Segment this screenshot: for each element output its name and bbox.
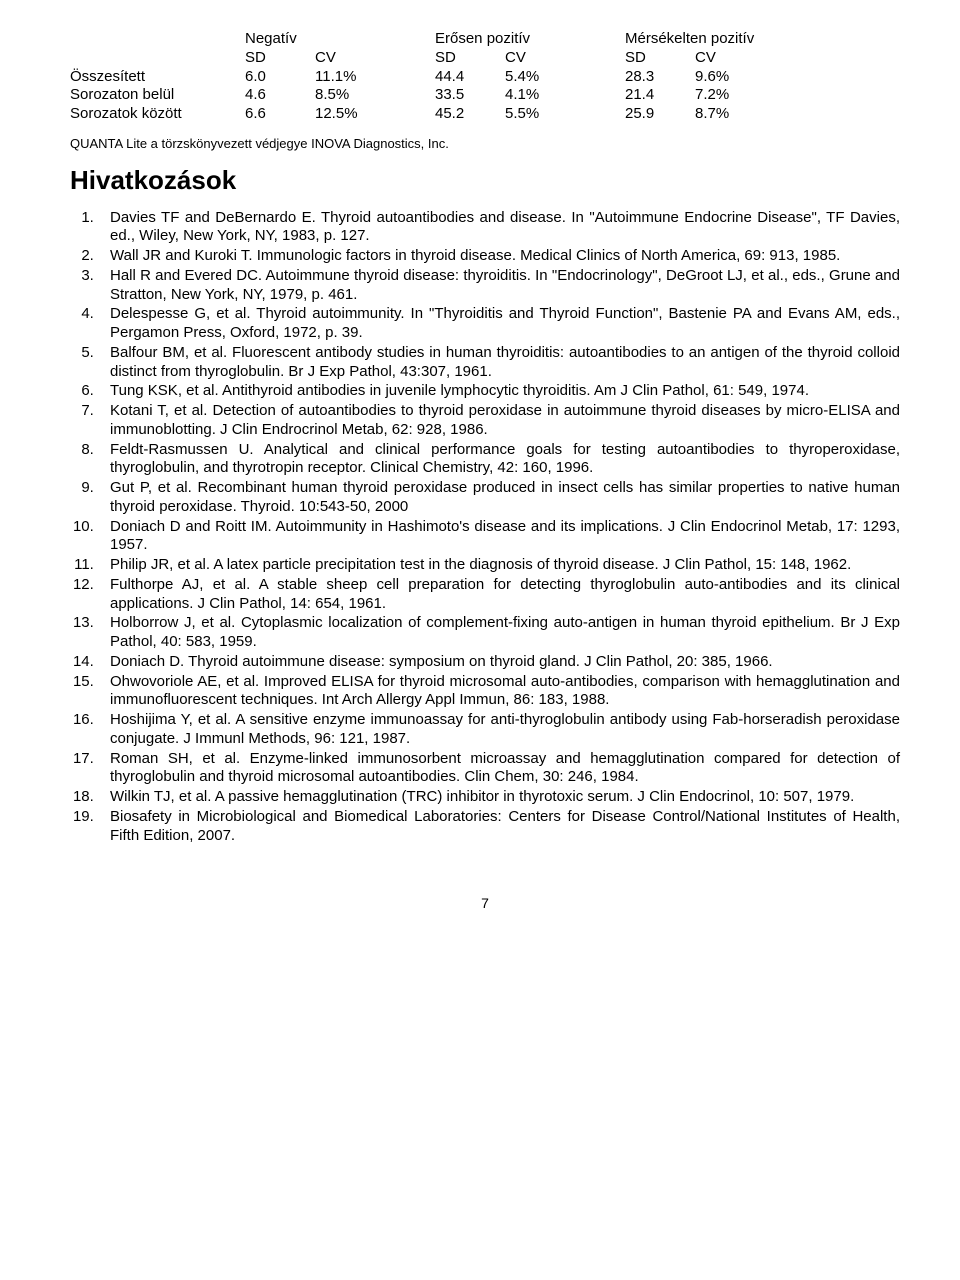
cell-cv: 8.7% <box>695 105 785 124</box>
cell-sd: 33.5 <box>435 86 505 105</box>
cell-sd: 28.3 <box>625 68 695 87</box>
reference-item: Doniach D. Thyroid autoimmune disease: s… <box>98 653 900 672</box>
reference-item: Wall JR and Kuroki T. Immunologic factor… <box>98 247 900 266</box>
reference-item: Roman SH, et al. Enzyme-linked immunosor… <box>98 750 900 788</box>
reference-item: Delespesse G, et al. Thyroid autoimmunit… <box>98 305 900 343</box>
reference-item: Tung KSK, et al. Antithyroid antibodies … <box>98 382 900 401</box>
trademark-note: QUANTA Lite a törzskönyvezett védjegye I… <box>70 136 900 152</box>
cell-sd: 44.4 <box>435 68 505 87</box>
col-group-1: Negatív <box>245 30 435 49</box>
reference-item: Ohwovoriole AE, et al. Improved ELISA fo… <box>98 673 900 711</box>
cell-sd: 6.6 <box>245 105 315 124</box>
stats-table: Negatív Erősen pozitív Mérsékelten pozit… <box>70 30 900 124</box>
subheader: CV <box>695 49 785 68</box>
cell-sd: 45.2 <box>435 105 505 124</box>
cell-cv: 7.2% <box>695 86 785 105</box>
row-label: Sorozaton belül <box>70 86 245 105</box>
reference-item: Biosafety in Microbiological and Biomedi… <box>98 808 900 846</box>
table-row: Sorozatok között6.612.5% 45.25.5% 25.98.7% <box>70 105 900 124</box>
table-subheader-row: SDCV SDCV SDCV <box>70 49 900 68</box>
subheader: CV <box>505 49 595 68</box>
cell-sd: 25.9 <box>625 105 695 124</box>
reference-item: Hall R and Evered DC. Autoimmune thyroid… <box>98 267 900 305</box>
table-row: Sorozaton belül4.68.5% 33.54.1% 21.47.2% <box>70 86 900 105</box>
subheader: SD <box>435 49 505 68</box>
row-label: Összesített <box>70 68 245 87</box>
col-group-2: Erősen pozitív <box>435 30 625 49</box>
reference-item: Wilkin TJ, et al. A passive hemagglutina… <box>98 788 900 807</box>
cell-cv: 5.5% <box>505 105 595 124</box>
table-row: Összesített6.011.1% 44.45.4% 28.39.6% <box>70 68 900 87</box>
subheader: SD <box>245 49 315 68</box>
reference-item: Hoshijima Y, et al. A sensitive enzyme i… <box>98 711 900 749</box>
cell-cv: 8.5% <box>315 86 405 105</box>
references-list: Davies TF and DeBernardo E. Thyroid auto… <box>98 209 900 846</box>
cell-cv: 11.1% <box>315 68 405 87</box>
reference-item: Holborrow J, et al. Cytoplasmic localiza… <box>98 614 900 652</box>
cell-cv: 4.1% <box>505 86 595 105</box>
reference-item: Feldt-Rasmussen U. Analytical and clinic… <box>98 441 900 479</box>
reference-item: Kotani T, et al. Detection of autoantibo… <box>98 402 900 440</box>
cell-cv: 5.4% <box>505 68 595 87</box>
reference-item: Balfour BM, et al. Fluorescent antibody … <box>98 344 900 382</box>
reference-item: Doniach D and Roitt IM. Autoimmunity in … <box>98 518 900 556</box>
cell-cv: 9.6% <box>695 68 785 87</box>
cell-sd: 6.0 <box>245 68 315 87</box>
references-heading: Hivatkozások <box>70 164 900 197</box>
reference-item: Philip JR, et al. A latex particle preci… <box>98 556 900 575</box>
subheader: CV <box>315 49 405 68</box>
cell-sd: 21.4 <box>625 86 695 105</box>
reference-item: Davies TF and DeBernardo E. Thyroid auto… <box>98 209 900 247</box>
reference-item: Fulthorpe AJ, et al. A stable sheep cell… <box>98 576 900 614</box>
row-label: Sorozatok között <box>70 105 245 124</box>
cell-sd: 4.6 <box>245 86 315 105</box>
page-number: 7 <box>70 895 900 913</box>
cell-cv: 12.5% <box>315 105 405 124</box>
col-group-3: Mérsékelten pozitív <box>625 30 815 49</box>
subheader: SD <box>625 49 695 68</box>
reference-item: Gut P, et al. Recombinant human thyroid … <box>98 479 900 517</box>
table-header-row: Negatív Erősen pozitív Mérsékelten pozit… <box>70 30 900 49</box>
